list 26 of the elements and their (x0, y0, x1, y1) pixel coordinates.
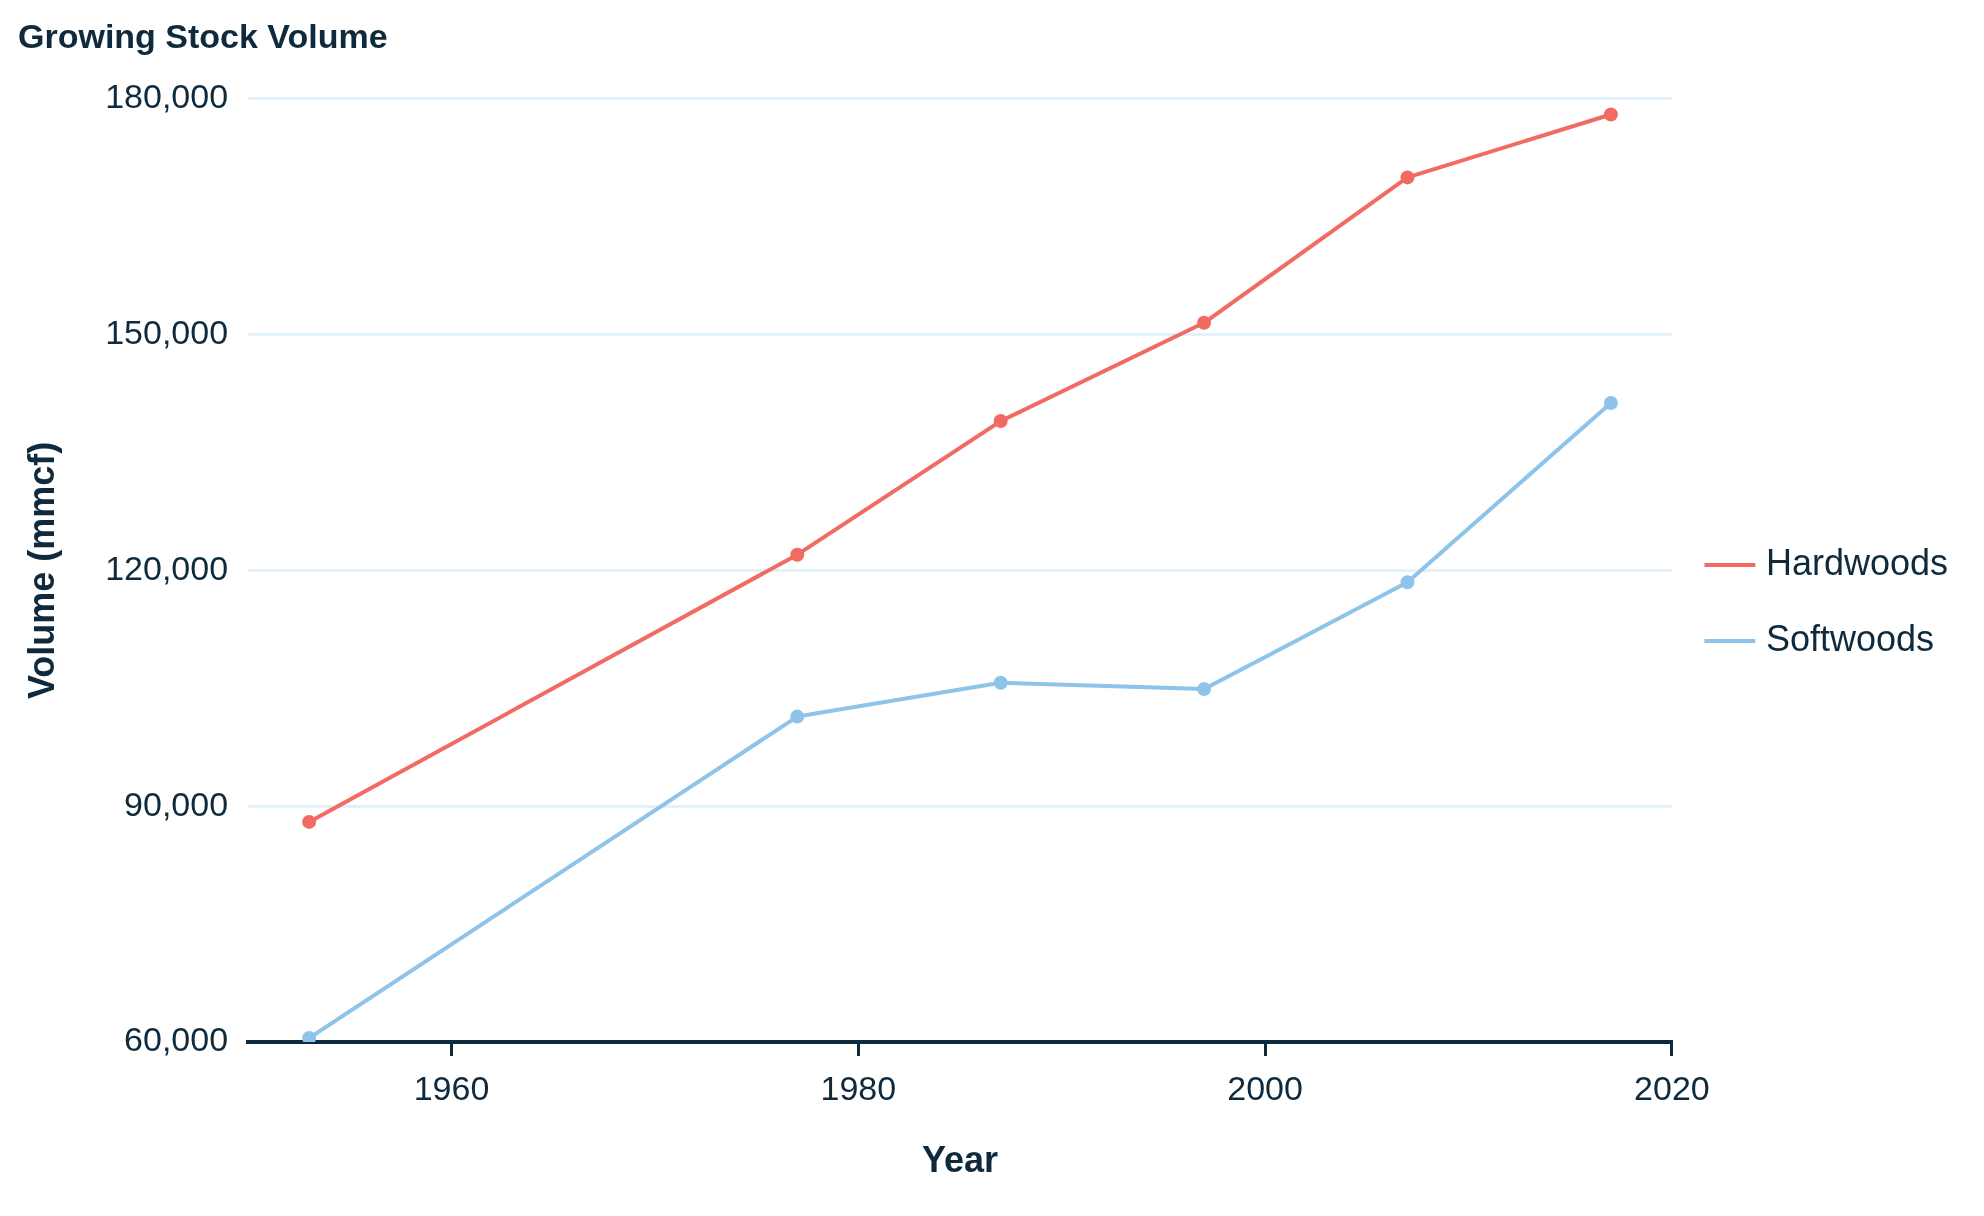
point (1603, 395, 1618, 410)
y-tick-label: 150,000 (105, 312, 229, 351)
y-axis-title: Volume (mmcf) (20, 441, 62, 700)
y-tick-label: 60,000 (124, 1020, 229, 1059)
x-tick-label: 2020 (1634, 1068, 1710, 1107)
point (1197, 682, 1212, 697)
point (1400, 575, 1415, 590)
point (790, 709, 805, 724)
x-tick-label: 2000 (1227, 1068, 1303, 1107)
legend-label: Hardwoods (1765, 541, 1948, 583)
y-tick-label: 120,000 (105, 548, 229, 587)
x-tick-label: 1980 (820, 1068, 897, 1107)
chart-title: Growing Stock Volume (18, 16, 388, 55)
x-axis-title: Year (921, 1139, 999, 1181)
point (302, 1031, 317, 1042)
legend-label: Softwoods (1765, 617, 1935, 659)
point (1400, 170, 1415, 185)
x-tick-label: 1960 (413, 1068, 490, 1107)
y-tick-label: 180,000 (105, 77, 229, 116)
y-tick-label: 90,000 (124, 784, 229, 823)
point (1197, 315, 1212, 330)
point (790, 547, 805, 562)
point (302, 814, 317, 829)
point (1603, 107, 1618, 122)
point (993, 675, 1008, 690)
point (993, 414, 1008, 429)
